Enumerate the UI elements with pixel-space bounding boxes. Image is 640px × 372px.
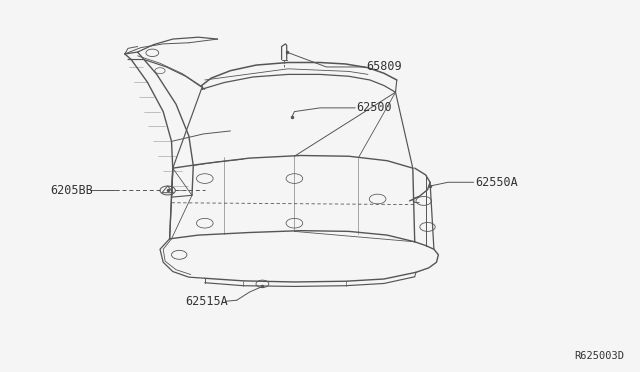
Text: 62550A: 62550A: [475, 176, 518, 189]
Text: 6205BB: 6205BB: [50, 184, 93, 197]
Text: 62515A: 62515A: [186, 295, 228, 308]
Text: 65809: 65809: [366, 61, 402, 73]
Text: 62500: 62500: [356, 102, 392, 114]
Text: R625003D: R625003D: [574, 351, 624, 361]
